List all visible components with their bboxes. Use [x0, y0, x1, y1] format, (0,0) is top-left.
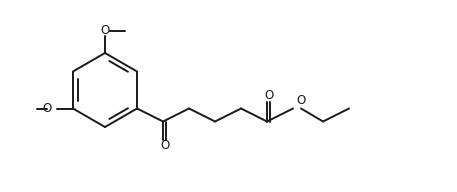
Text: O: O	[297, 94, 306, 108]
Text: O: O	[264, 89, 273, 102]
Text: O: O	[160, 139, 169, 152]
Text: O: O	[43, 102, 52, 115]
Text: O: O	[101, 24, 110, 37]
